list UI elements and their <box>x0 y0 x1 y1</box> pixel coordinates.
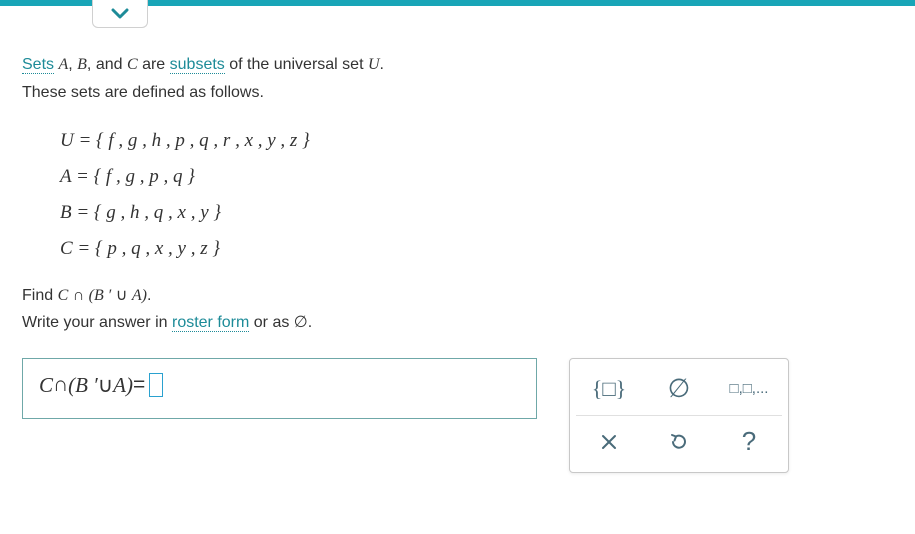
roster-form-link[interactable]: roster form <box>172 314 249 332</box>
var-B: B <box>77 56 87 73</box>
sets-link[interactable]: Sets <box>22 56 54 74</box>
def-U: U = { f , g , h , p , q , r , x , y , z … <box>60 123 893 159</box>
var-U: U <box>368 56 380 73</box>
def-B: B = { g , h , q , x , y } <box>60 195 893 231</box>
toolbox-row-2: ? <box>576 418 782 466</box>
answer-box: C ∩ (B ′ ∪ A) = <box>22 358 537 419</box>
intro-line-1: Sets A, B, and C are subsets of the univ… <box>22 52 893 78</box>
intro-line-2: These sets are defined as follows. <box>22 80 893 106</box>
reset-icon <box>668 431 690 453</box>
problem-content: Sets A, B, and C are subsets of the univ… <box>0 6 915 473</box>
answer-input[interactable] <box>149 373 163 397</box>
emptyset-button[interactable]: ∅ <box>646 365 712 413</box>
clear-button[interactable] <box>576 418 642 466</box>
reset-button[interactable] <box>646 418 712 466</box>
var-C: C <box>127 56 138 73</box>
subsets-link[interactable]: subsets <box>170 56 225 74</box>
toolbox: {□} ∅ □,□,... <box>569 358 789 473</box>
set-definitions: U = { f , g , h , p , q , r , x , y , z … <box>60 123 893 267</box>
toolbox-divider <box>576 415 782 416</box>
help-button[interactable]: ? <box>716 418 782 466</box>
def-C: C = { p , q , x , y , z } <box>60 231 893 267</box>
chevron-down-icon <box>111 8 129 20</box>
list-button[interactable]: □,□,... <box>716 365 782 413</box>
var-A: A <box>58 56 68 73</box>
write-line: Write your answer in roster form or as ∅… <box>22 309 893 336</box>
def-A: A = { f , g , p , q } <box>60 159 893 195</box>
emptyset-glyph: ∅ <box>294 314 308 331</box>
answer-row: C ∩ (B ′ ∪ A) = {□} ∅ □,□,... <box>22 358 893 473</box>
close-icon <box>600 433 618 451</box>
toolbox-row-1: {□} ∅ □,□,... <box>576 365 782 413</box>
dropdown-tab[interactable] <box>92 0 148 28</box>
braces-button[interactable]: {□} <box>576 365 642 413</box>
find-line: Find C ∩ (B ′ ∪ A). <box>22 282 893 309</box>
